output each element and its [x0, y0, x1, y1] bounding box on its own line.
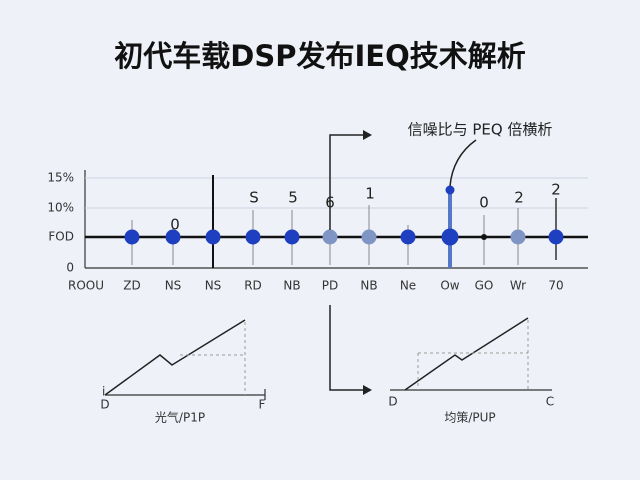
point-label: 0	[170, 216, 180, 234]
mini-label: D	[100, 398, 109, 412]
x-label: GO	[475, 279, 494, 293]
mini-line	[104, 319, 246, 396]
mini-label: C	[546, 395, 554, 409]
point-label: 1	[365, 185, 375, 203]
mini-label: D	[388, 395, 397, 409]
point-label: 0	[479, 194, 489, 212]
x-label: Ne	[400, 279, 416, 293]
x-label: PD	[322, 279, 338, 293]
x-label: NB	[283, 279, 300, 293]
point-label: S	[249, 189, 259, 207]
y-label: FOD	[48, 230, 74, 244]
point-label: 2	[551, 181, 561, 199]
mini-title: 均策/PUP	[444, 411, 495, 425]
x-label: Ow	[440, 279, 459, 293]
arrow-head	[363, 385, 372, 395]
x-label: ZD	[123, 279, 140, 293]
callout-line	[449, 139, 477, 187]
y-label: 0	[66, 261, 74, 275]
mini-line	[404, 317, 529, 391]
annotation: 信噪比与 PEQ 倍横析	[408, 121, 553, 139]
dots	[124, 185, 564, 246]
x-label: ROOU	[68, 279, 104, 293]
mini-label: F	[259, 398, 266, 412]
point-label: 2	[514, 189, 524, 207]
x-label: 70	[548, 279, 563, 293]
y-label: 10%	[47, 201, 74, 215]
x-label: NB	[360, 279, 377, 293]
x-label: Wr	[510, 279, 526, 293]
x-label: NS	[165, 279, 182, 293]
title: 初代车载DSP发布IEQ技术解析	[114, 39, 525, 73]
y-label: 15%	[47, 171, 74, 185]
x-label: NS	[205, 279, 222, 293]
mini-label: i	[102, 385, 105, 399]
arrow	[329, 134, 365, 230]
mini-title: 光气/P1P	[155, 410, 205, 425]
x-label: RD	[244, 279, 262, 293]
arrow-head	[363, 130, 372, 140]
arrow	[329, 305, 365, 391]
point-label: 5	[288, 189, 298, 207]
